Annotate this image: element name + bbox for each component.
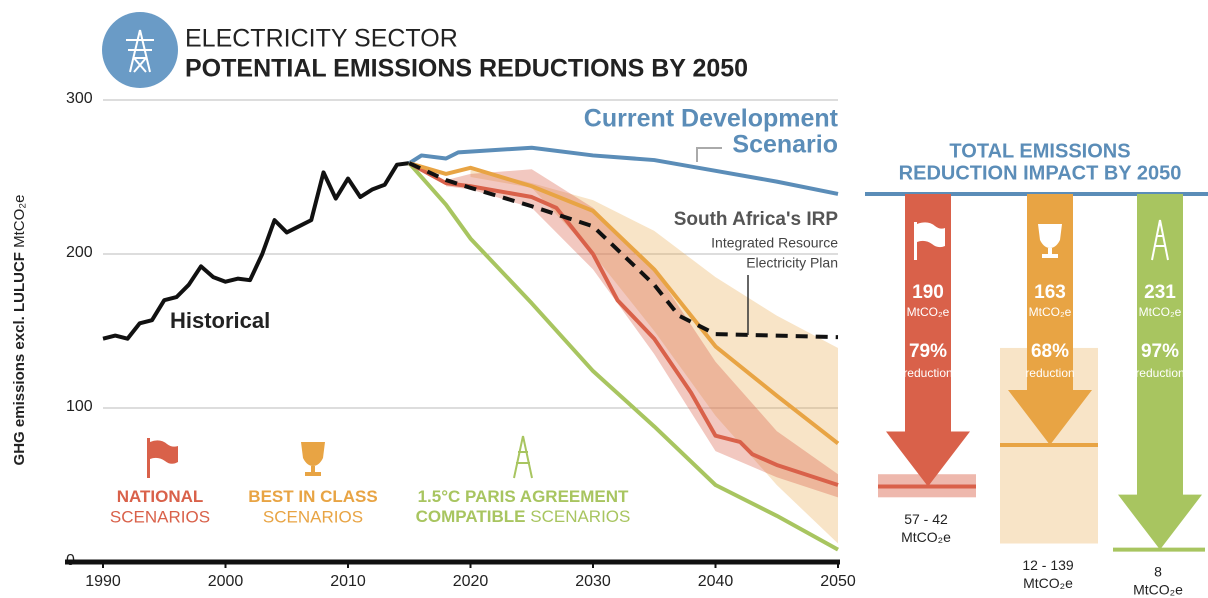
series-line <box>408 161 839 487</box>
impact-title: TOTAL EMISSIONS <box>949 140 1130 162</box>
series-line <box>408 145 839 196</box>
legend-label: COMPATIBLE SCENARIOS <box>416 507 631 526</box>
impact-title: REDUCTION IMPACT BY 2050 <box>899 162 1182 184</box>
chart-title: POTENTIAL EMISSIONS REDUCTIONS BY 2050 <box>185 55 748 83</box>
range-label: 57 - 42 <box>904 511 948 527</box>
eiffel-icon <box>513 435 533 479</box>
impact-value: 190 <box>912 282 944 303</box>
series-line <box>407 161 839 552</box>
eiffel-icon <box>1151 219 1169 261</box>
y-axis-label: GHG emissions excl. LULUCF MtCO₂e <box>11 195 28 466</box>
range-label: 12 - 139 <box>1022 557 1074 573</box>
legend-light: SCENARIOS <box>530 507 630 526</box>
y-label-main: GHG emissions excl. LULUCF <box>11 252 28 465</box>
impact-percent: 68% <box>1031 341 1069 362</box>
title-small: ELECTRICITY SECTOR <box>185 25 458 53</box>
pylon-icon <box>126 29 154 73</box>
x-tick-label: 1990 <box>85 573 121 590</box>
impact-arrow <box>1118 193 1202 550</box>
series-line <box>408 161 840 445</box>
y-tick-label: 100 <box>66 398 93 415</box>
impact-unit: MtCO₂e <box>1029 305 1072 319</box>
range-band <box>446 169 838 498</box>
y-label-unit: MtCO₂e <box>11 195 28 248</box>
series-label: Scenario <box>732 131 838 159</box>
x-tick-label: 2030 <box>575 573 611 590</box>
x-tick-label: 2010 <box>330 573 366 590</box>
impact-unit: MtCO₂e <box>1139 305 1182 319</box>
series-note: Electricity Plan <box>746 255 838 271</box>
series-label: Current Development <box>584 105 839 133</box>
legend-label: BEST IN CLASS <box>248 487 377 506</box>
impact-percent-unit: reduction <box>1025 366 1074 380</box>
x-tick-label: 2040 <box>698 573 734 590</box>
plot: 01002003001990200020102020203020402050Hi… <box>65 90 1208 597</box>
flag-icon <box>147 438 178 478</box>
impact-value: 231 <box>1144 282 1176 303</box>
legend-light: SCENARIOS <box>263 507 363 526</box>
legend-light: SCENARIOS <box>110 507 210 526</box>
x-tick-label: 2020 <box>453 573 489 590</box>
icons <box>147 219 1169 479</box>
flag-icon <box>914 222 945 260</box>
legend-label: NATIONAL <box>117 487 204 506</box>
trophy-icon <box>301 442 325 476</box>
x-tick-label: 2000 <box>208 573 244 590</box>
legend-bold: 1.5°C PARIS AGREEMENT <box>418 487 629 506</box>
range-unit: MtCO₂e <box>1023 575 1073 591</box>
impact-percent-unit: reduction <box>1135 366 1184 380</box>
range-label: 8 <box>1154 563 1162 579</box>
impact-unit: MtCO₂e <box>907 305 950 319</box>
series-note: Integrated Resource <box>711 235 838 251</box>
leader-line <box>696 147 722 162</box>
y-tick-label: 300 <box>66 90 93 107</box>
impact-percent-unit: reduction <box>903 366 952 380</box>
series-label: South Africa's IRP <box>674 209 839 230</box>
impact-value: 163 <box>1034 282 1066 303</box>
series-line <box>102 161 410 341</box>
trophy-icon <box>1038 224 1062 258</box>
legend-bold: NATIONAL <box>117 487 204 506</box>
legend-label: 1.5°C PARIS AGREEMENT <box>418 487 629 506</box>
impact-arrow <box>1008 193 1092 445</box>
impact-arrow <box>886 193 970 487</box>
impact-percent: 97% <box>1141 341 1179 362</box>
series-line <box>408 161 839 340</box>
range-unit: MtCO₂e <box>1133 581 1183 597</box>
legend-bold: COMPATIBLE <box>416 507 526 526</box>
legend-bold: BEST IN CLASS <box>248 487 377 506</box>
impact-percent: 79% <box>909 341 947 362</box>
range-unit: MtCO₂e <box>901 529 951 545</box>
y-tick-label: 200 <box>66 244 93 261</box>
x-tick-label: 2050 <box>820 573 856 590</box>
series-label: Historical <box>170 308 270 333</box>
